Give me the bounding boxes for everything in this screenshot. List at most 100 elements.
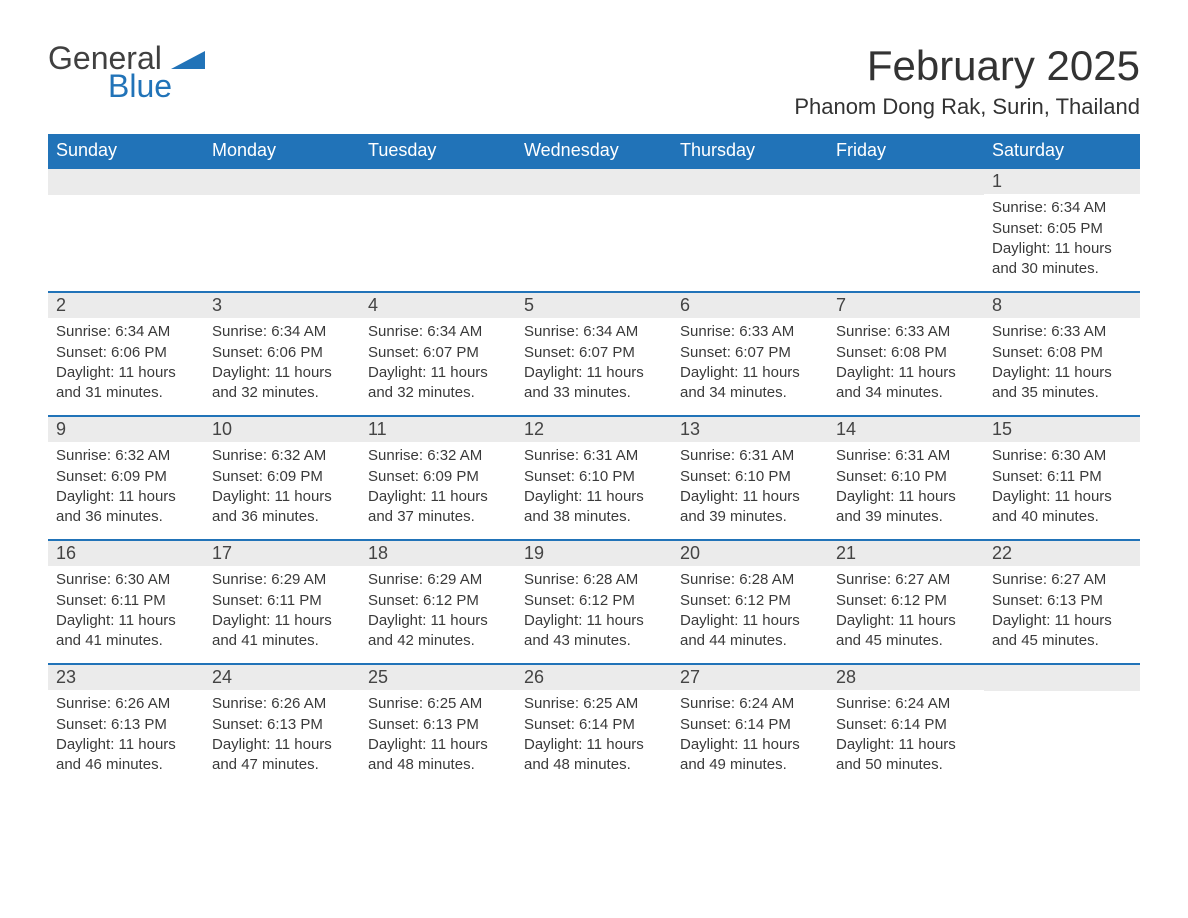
day-cell: 14Sunrise: 6:31 AMSunset: 6:10 PMDayligh… bbox=[828, 417, 984, 539]
daylight-text: Daylight: 11 hours and 41 minutes. bbox=[212, 611, 352, 650]
day-details: Sunrise: 6:33 AMSunset: 6:08 PMDaylight:… bbox=[828, 318, 984, 415]
day-details: Sunrise: 6:29 AMSunset: 6:11 PMDaylight:… bbox=[204, 566, 360, 663]
day-number: 2 bbox=[48, 293, 204, 318]
brand-logo: General Blue bbox=[48, 42, 205, 102]
sunrise-text: Sunrise: 6:33 AM bbox=[680, 322, 820, 342]
sunrise-text: Sunrise: 6:33 AM bbox=[992, 322, 1132, 342]
page-title: February 2025 bbox=[794, 42, 1140, 90]
day-number: 16 bbox=[48, 541, 204, 566]
sunset-text: Sunset: 6:07 PM bbox=[524, 343, 664, 363]
daylight-text: Daylight: 11 hours and 34 minutes. bbox=[836, 363, 976, 402]
day-number bbox=[204, 169, 360, 195]
sunrise-text: Sunrise: 6:24 AM bbox=[836, 694, 976, 714]
day-number: 20 bbox=[672, 541, 828, 566]
day-number: 8 bbox=[984, 293, 1140, 318]
sunrise-text: Sunrise: 6:31 AM bbox=[524, 446, 664, 466]
week-row: 2Sunrise: 6:34 AMSunset: 6:06 PMDaylight… bbox=[48, 291, 1140, 415]
sunset-text: Sunset: 6:10 PM bbox=[524, 467, 664, 487]
day-number: 13 bbox=[672, 417, 828, 442]
day-cell: 10Sunrise: 6:32 AMSunset: 6:09 PMDayligh… bbox=[204, 417, 360, 539]
daylight-text: Daylight: 11 hours and 38 minutes. bbox=[524, 487, 664, 526]
day-number: 10 bbox=[204, 417, 360, 442]
day-number bbox=[672, 169, 828, 195]
daylight-text: Daylight: 11 hours and 49 minutes. bbox=[680, 735, 820, 774]
day-details: Sunrise: 6:30 AMSunset: 6:11 PMDaylight:… bbox=[48, 566, 204, 663]
sunrise-text: Sunrise: 6:29 AM bbox=[212, 570, 352, 590]
daylight-text: Daylight: 11 hours and 36 minutes. bbox=[56, 487, 196, 526]
day-cell: 12Sunrise: 6:31 AMSunset: 6:10 PMDayligh… bbox=[516, 417, 672, 539]
header-row: General Blue February 2025 Phanom Dong R… bbox=[48, 42, 1140, 120]
day-number: 21 bbox=[828, 541, 984, 566]
day-number: 27 bbox=[672, 665, 828, 690]
day-cell: 15Sunrise: 6:30 AMSunset: 6:11 PMDayligh… bbox=[984, 417, 1140, 539]
day-cell: 7Sunrise: 6:33 AMSunset: 6:08 PMDaylight… bbox=[828, 293, 984, 415]
flag-icon bbox=[171, 40, 205, 76]
day-number: 9 bbox=[48, 417, 204, 442]
daylight-text: Daylight: 11 hours and 44 minutes. bbox=[680, 611, 820, 650]
day-number: 23 bbox=[48, 665, 204, 690]
day-details: Sunrise: 6:29 AMSunset: 6:12 PMDaylight:… bbox=[360, 566, 516, 663]
daylight-text: Daylight: 11 hours and 32 minutes. bbox=[212, 363, 352, 402]
sunset-text: Sunset: 6:05 PM bbox=[992, 219, 1132, 239]
sunrise-text: Sunrise: 6:33 AM bbox=[836, 322, 976, 342]
daylight-text: Daylight: 11 hours and 47 minutes. bbox=[212, 735, 352, 774]
sunset-text: Sunset: 6:14 PM bbox=[836, 715, 976, 735]
weekday-header: Wednesday bbox=[516, 134, 672, 167]
week-row: 9Sunrise: 6:32 AMSunset: 6:09 PMDaylight… bbox=[48, 415, 1140, 539]
sunset-text: Sunset: 6:11 PM bbox=[56, 591, 196, 611]
day-cell bbox=[48, 169, 204, 291]
day-cell: 24Sunrise: 6:26 AMSunset: 6:13 PMDayligh… bbox=[204, 665, 360, 787]
day-cell: 20Sunrise: 6:28 AMSunset: 6:12 PMDayligh… bbox=[672, 541, 828, 663]
sunrise-text: Sunrise: 6:24 AM bbox=[680, 694, 820, 714]
day-details: Sunrise: 6:34 AMSunset: 6:07 PMDaylight:… bbox=[516, 318, 672, 415]
sunrise-text: Sunrise: 6:25 AM bbox=[524, 694, 664, 714]
sunset-text: Sunset: 6:07 PM bbox=[680, 343, 820, 363]
day-number bbox=[516, 169, 672, 195]
day-number: 5 bbox=[516, 293, 672, 318]
sunset-text: Sunset: 6:09 PM bbox=[212, 467, 352, 487]
day-cell: 11Sunrise: 6:32 AMSunset: 6:09 PMDayligh… bbox=[360, 417, 516, 539]
sunrise-text: Sunrise: 6:26 AM bbox=[212, 694, 352, 714]
day-cell bbox=[672, 169, 828, 291]
day-number: 11 bbox=[360, 417, 516, 442]
day-number: 3 bbox=[204, 293, 360, 318]
day-number bbox=[984, 665, 1140, 691]
day-details: Sunrise: 6:33 AMSunset: 6:08 PMDaylight:… bbox=[984, 318, 1140, 415]
day-cell: 4Sunrise: 6:34 AMSunset: 6:07 PMDaylight… bbox=[360, 293, 516, 415]
day-cell: 9Sunrise: 6:32 AMSunset: 6:09 PMDaylight… bbox=[48, 417, 204, 539]
day-details: Sunrise: 6:34 AMSunset: 6:07 PMDaylight:… bbox=[360, 318, 516, 415]
daylight-text: Daylight: 11 hours and 37 minutes. bbox=[368, 487, 508, 526]
day-cell: 2Sunrise: 6:34 AMSunset: 6:06 PMDaylight… bbox=[48, 293, 204, 415]
sunset-text: Sunset: 6:10 PM bbox=[836, 467, 976, 487]
day-cell: 28Sunrise: 6:24 AMSunset: 6:14 PMDayligh… bbox=[828, 665, 984, 787]
sunrise-text: Sunrise: 6:28 AM bbox=[524, 570, 664, 590]
day-number: 18 bbox=[360, 541, 516, 566]
weekday-header: Friday bbox=[828, 134, 984, 167]
sunrise-text: Sunrise: 6:34 AM bbox=[368, 322, 508, 342]
day-cell: 13Sunrise: 6:31 AMSunset: 6:10 PMDayligh… bbox=[672, 417, 828, 539]
day-number: 19 bbox=[516, 541, 672, 566]
day-cell: 8Sunrise: 6:33 AMSunset: 6:08 PMDaylight… bbox=[984, 293, 1140, 415]
day-details: Sunrise: 6:28 AMSunset: 6:12 PMDaylight:… bbox=[672, 566, 828, 663]
sunset-text: Sunset: 6:13 PM bbox=[56, 715, 196, 735]
day-details: Sunrise: 6:31 AMSunset: 6:10 PMDaylight:… bbox=[828, 442, 984, 539]
day-details: Sunrise: 6:34 AMSunset: 6:06 PMDaylight:… bbox=[204, 318, 360, 415]
day-number: 25 bbox=[360, 665, 516, 690]
day-number: 24 bbox=[204, 665, 360, 690]
sunrise-text: Sunrise: 6:27 AM bbox=[992, 570, 1132, 590]
daylight-text: Daylight: 11 hours and 48 minutes. bbox=[368, 735, 508, 774]
day-details: Sunrise: 6:31 AMSunset: 6:10 PMDaylight:… bbox=[672, 442, 828, 539]
sunrise-text: Sunrise: 6:34 AM bbox=[212, 322, 352, 342]
day-number: 26 bbox=[516, 665, 672, 690]
daylight-text: Daylight: 11 hours and 39 minutes. bbox=[836, 487, 976, 526]
day-details: Sunrise: 6:34 AMSunset: 6:06 PMDaylight:… bbox=[48, 318, 204, 415]
daylight-text: Daylight: 11 hours and 45 minutes. bbox=[992, 611, 1132, 650]
sunrise-text: Sunrise: 6:26 AM bbox=[56, 694, 196, 714]
sunrise-text: Sunrise: 6:30 AM bbox=[56, 570, 196, 590]
sunrise-text: Sunrise: 6:32 AM bbox=[212, 446, 352, 466]
day-cell bbox=[516, 169, 672, 291]
sunrise-text: Sunrise: 6:31 AM bbox=[680, 446, 820, 466]
day-details: Sunrise: 6:32 AMSunset: 6:09 PMDaylight:… bbox=[360, 442, 516, 539]
day-details: Sunrise: 6:31 AMSunset: 6:10 PMDaylight:… bbox=[516, 442, 672, 539]
day-number: 1 bbox=[984, 169, 1140, 194]
